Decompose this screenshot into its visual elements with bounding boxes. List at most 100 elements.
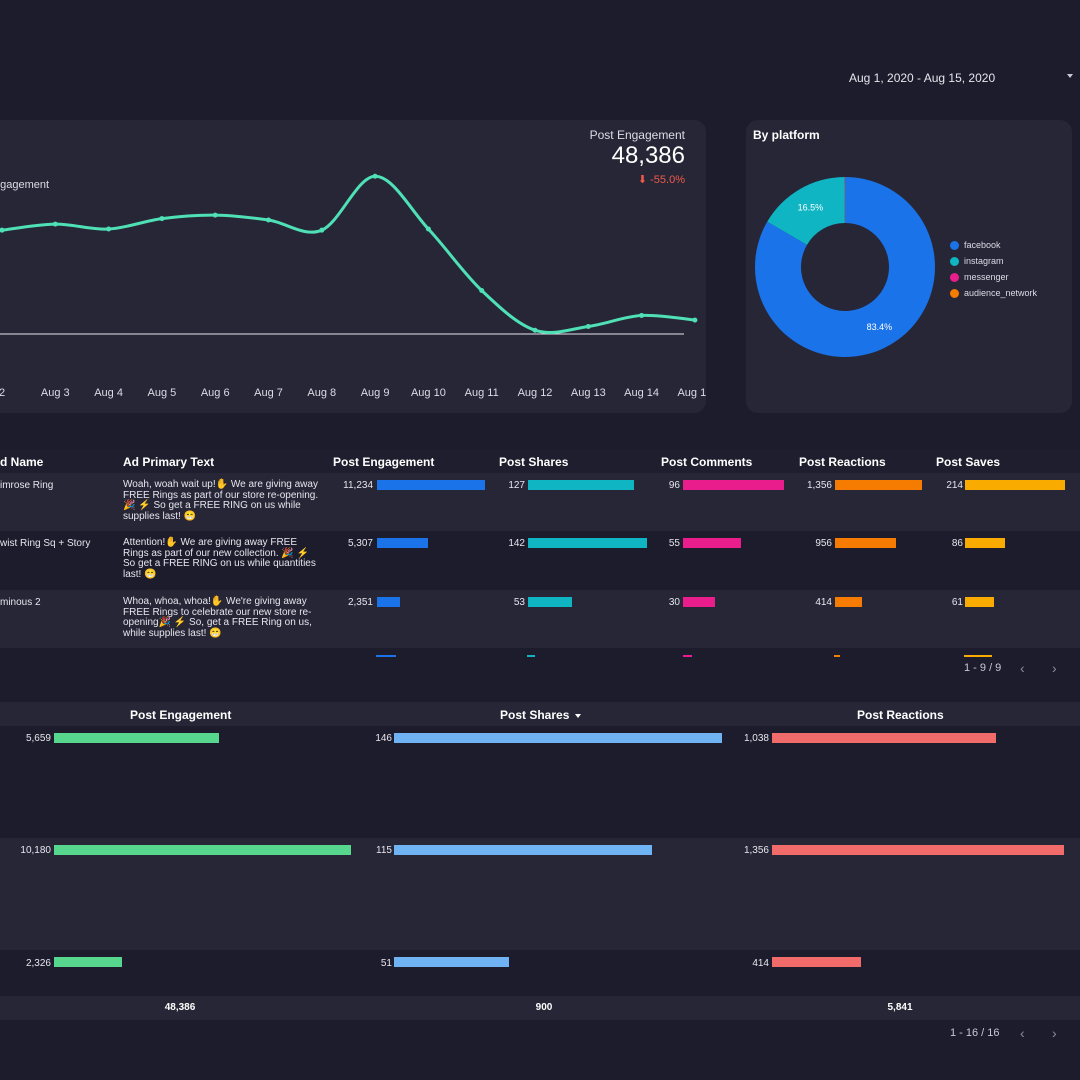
data-point-12[interactable] xyxy=(585,323,591,329)
bar-stub xyxy=(834,655,840,657)
platform-card: By platform 83.4% 16.5% facebook instagra… xyxy=(746,120,1072,413)
col-post-engagement[interactable]: Post Engagement xyxy=(333,455,435,469)
ad-text: Woah, woah wait up!✋ We are giving away … xyxy=(123,479,319,522)
shares-value: 127 xyxy=(508,480,525,491)
data-point-5[interactable] xyxy=(212,212,218,218)
x-tick-label: Aug 13 xyxy=(571,387,606,399)
col-post-shares[interactable]: Post Shares xyxy=(499,455,569,469)
data-point-3[interactable] xyxy=(106,226,112,232)
comments-value: 96 xyxy=(668,480,680,491)
reactions-bar xyxy=(772,733,996,743)
platform-donut-chart: 83.4% 16.5% xyxy=(755,177,935,357)
total-reactions: 5,841 xyxy=(887,1002,913,1013)
table-row[interactable] xyxy=(0,838,1080,950)
total-shares: 900 xyxy=(535,1002,553,1013)
saves-value: 86 xyxy=(951,538,963,549)
slice-instagram[interactable] xyxy=(767,177,845,245)
shares-value: 146 xyxy=(375,733,392,744)
pagination-label: 1 - 9 / 9 xyxy=(964,662,1002,674)
saves-bar xyxy=(965,597,994,607)
legend-item-facebook[interactable]: facebook xyxy=(950,237,1037,253)
chevron-right-icon[interactable]: › xyxy=(1052,1025,1057,1041)
engagement-value: 5,659 xyxy=(25,733,51,744)
saves-value: 61 xyxy=(951,597,963,608)
saves-value: 214 xyxy=(946,480,963,491)
x-tick-label: Aug 3 xyxy=(41,387,70,399)
bar-stub xyxy=(376,655,396,657)
engagement-value: 2,351 xyxy=(347,597,373,608)
col-post-engagement[interactable]: Post Engagement xyxy=(130,708,232,722)
col-post-reactions[interactable]: Post Reactions xyxy=(799,455,886,469)
shares-value: 115 xyxy=(376,845,392,856)
date-range-picker[interactable]: Aug 1, 2020 - Aug 15, 2020 xyxy=(849,71,996,85)
data-point-4[interactable] xyxy=(159,216,165,222)
data-point-8[interactable] xyxy=(372,173,378,179)
table-row[interactable] xyxy=(0,726,1080,838)
chevron-down-icon[interactable] xyxy=(1067,74,1073,78)
reactions-bar xyxy=(772,845,1064,855)
chevron-right-icon[interactable]: › xyxy=(1052,660,1057,676)
col-post-shares[interactable]: Post Shares xyxy=(500,708,582,722)
engagement-bar xyxy=(377,597,400,607)
kpi-label: Post Engagement xyxy=(589,128,685,142)
col-ad-primary-text[interactable]: Ad Primary Text xyxy=(123,455,215,469)
ad-table-header xyxy=(0,449,1080,473)
reactions-bar xyxy=(772,957,862,967)
slice-facebook[interactable] xyxy=(755,177,935,357)
ad-text: Attention!✋ We are giving away FREE Ring… xyxy=(123,537,316,580)
comments-bar xyxy=(683,538,741,548)
col-ad-name[interactable]: d Name xyxy=(0,455,44,469)
legend-item-audience-network[interactable]: audience_network xyxy=(950,285,1037,301)
shares-bar xyxy=(528,480,635,490)
x-tick-label: Aug 11 xyxy=(465,387,499,399)
col-post-comments[interactable]: Post Comments xyxy=(661,455,753,469)
chevron-left-icon[interactable]: ‹ xyxy=(1020,1025,1025,1041)
platform-title: By platform xyxy=(753,128,820,142)
data-point-10[interactable] xyxy=(479,288,485,293)
legend-item-messenger[interactable]: messenger xyxy=(950,269,1037,285)
data-point-1[interactable] xyxy=(0,227,5,233)
col-post-reactions[interactable]: Post Reactions xyxy=(857,708,944,722)
x-tick-label: Aug 10 xyxy=(411,387,446,399)
table-row[interactable] xyxy=(0,950,1080,996)
shares-value: 53 xyxy=(513,597,525,608)
x-tick-label: Aug 15 xyxy=(677,387,706,399)
platform-legend: facebook instagram messenger audience_ne… xyxy=(950,237,1037,301)
data-point-6[interactable] xyxy=(266,217,271,223)
comments-bar xyxy=(683,480,784,490)
reactions-bar xyxy=(835,538,897,548)
shares-bar xyxy=(394,957,509,967)
data-point-13[interactable] xyxy=(639,312,645,318)
ad-name: imrose Ring xyxy=(0,480,54,491)
summary-table-header xyxy=(0,702,1080,726)
engagement-value: 2,326 xyxy=(25,958,51,969)
arrow-down-icon: ⬇ xyxy=(637,174,651,186)
reactions-value: 956 xyxy=(815,538,832,549)
totals-row xyxy=(0,996,1080,1020)
data-point-7[interactable] xyxy=(319,227,325,233)
comments-value: 55 xyxy=(668,538,680,549)
saves-bar xyxy=(965,538,1006,548)
x-tick-label: Aug 8 xyxy=(307,387,336,399)
slice-label: 83.4% xyxy=(867,322,893,332)
engagement-bar xyxy=(54,957,122,967)
legend-item-instagram[interactable]: instagram xyxy=(950,253,1037,269)
reactions-bar xyxy=(835,597,862,607)
chevron-left-icon[interactable]: ‹ xyxy=(1020,660,1025,676)
total-engagement: 48,386 xyxy=(164,1002,196,1013)
kpi-value: 48,386 xyxy=(611,142,685,169)
pagination-label: 1 - 16 / 16 xyxy=(950,1027,1000,1039)
data-point-2[interactable] xyxy=(52,221,58,227)
bar-stub xyxy=(527,655,535,657)
reactions-value: 414 xyxy=(752,958,769,969)
col-post-saves[interactable]: Post Saves xyxy=(936,455,1001,469)
x-tick-label: Aug 6 xyxy=(201,387,230,399)
kpi-delta: ⬇ -55.0% xyxy=(638,173,685,186)
engagement-line-chart: 2 Aug 3 Aug 4 Aug 5 Aug 6 Aug 7 Aug 8 Aug 9 Aug … xyxy=(0,173,706,399)
sort-desc-icon[interactable] xyxy=(575,713,582,718)
data-point-14[interactable] xyxy=(692,317,698,323)
data-point-11[interactable] xyxy=(532,327,538,333)
engagement-series-line xyxy=(1,174,696,335)
data-point-9[interactable] xyxy=(425,226,431,232)
ad-text: Whoa, whoa, whoa!✋ We're giving away FRE… xyxy=(123,596,312,639)
